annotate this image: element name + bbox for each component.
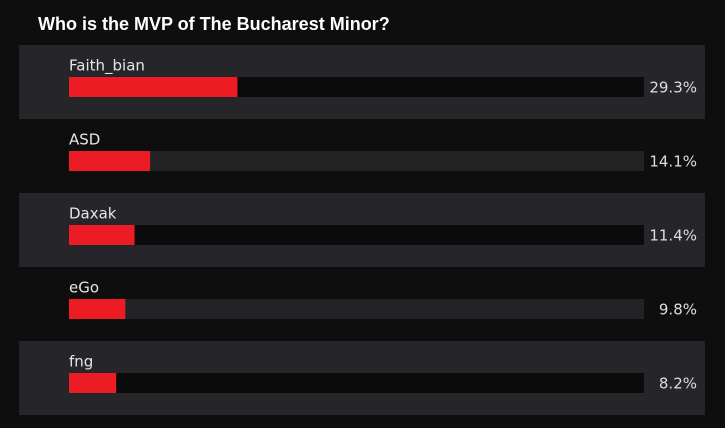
poll-title: Who is the MVP of The Bucharest Minor? <box>38 14 390 34</box>
value-label: 8.2% <box>659 375 697 393</box>
bar <box>69 225 135 245</box>
value-label: 29.3% <box>649 79 697 97</box>
bar-track <box>69 299 644 319</box>
option-label: fng <box>69 353 93 371</box>
option-label: ASD <box>69 131 100 149</box>
bar <box>69 299 126 319</box>
bar-track <box>69 151 644 171</box>
value-label: 11.4% <box>649 227 697 245</box>
option-label: Daxak <box>69 205 117 223</box>
value-label: 14.1% <box>649 153 697 171</box>
bar-track <box>69 373 644 393</box>
bar <box>69 151 151 171</box>
option-label: eGo <box>69 279 99 297</box>
bar <box>69 77 238 97</box>
option-label: Faith_bian <box>69 57 145 76</box>
bar-track <box>69 225 644 245</box>
value-label: 9.8% <box>659 301 697 319</box>
bar <box>69 373 117 393</box>
